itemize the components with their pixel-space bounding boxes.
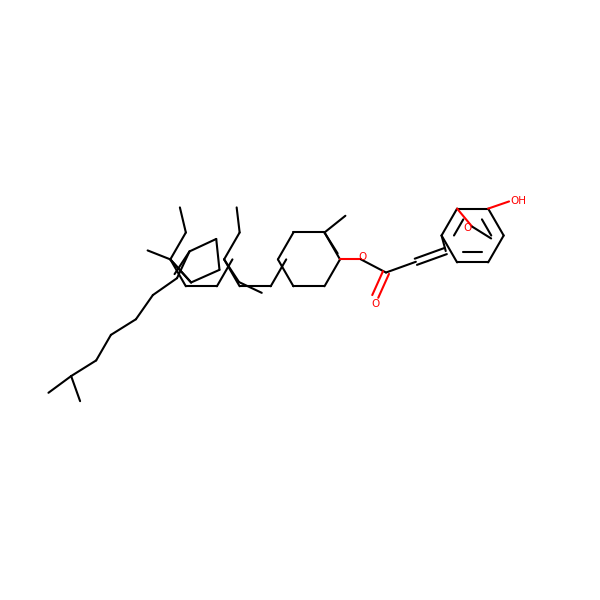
Text: O: O bbox=[463, 223, 472, 233]
Text: O: O bbox=[371, 299, 379, 308]
Text: OH: OH bbox=[510, 196, 526, 206]
Text: O: O bbox=[359, 252, 367, 262]
